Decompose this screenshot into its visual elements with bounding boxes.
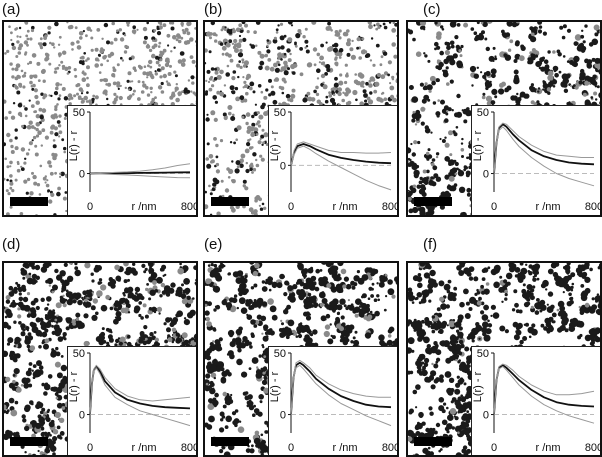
- lower-envelope-curve: [89, 367, 191, 427]
- ripley-l-inset: 0 50 L(r) - r 0 800 r /nm: [67, 105, 198, 215]
- x-tick-label: 0: [288, 201, 294, 213]
- l-function-curve: [290, 143, 392, 166]
- y-tick-label: 0: [483, 410, 489, 422]
- scale-bar: [10, 437, 48, 446]
- l-function-curve: [290, 361, 392, 415]
- upper-envelope-curve: [89, 364, 191, 415]
- upper-envelope-curve: [493, 122, 594, 174]
- y-tick-label: 0: [280, 160, 286, 172]
- inset-chart-svg: 0 50 L(r) - r 0 800 r /nm: [68, 107, 198, 213]
- upper-envelope-curve: [290, 359, 391, 415]
- x-tick-label: 800: [585, 442, 602, 454]
- panel-label: (b): [204, 1, 223, 18]
- x-tick-label: 0: [288, 442, 294, 454]
- ripley-l-inset: 0 50 L(r) - r 0 800 r /nm: [471, 105, 602, 215]
- y-axis-label: L(r) - r: [472, 130, 484, 161]
- l-function-curve: [89, 365, 191, 415]
- inset-chart-svg: 0 50 L(r) - r 0 800 r /nm: [472, 107, 602, 213]
- lower-envelope-curve: [493, 366, 595, 424]
- ripley-l-inset: 0 50 L(r) - r 0 800 r /nm: [268, 105, 399, 215]
- y-tick-label: 0: [79, 410, 85, 422]
- y-tick-label: 50: [274, 348, 286, 360]
- y-tick-label: 50: [274, 107, 286, 119]
- y-axis-label: L(r) - r: [68, 371, 80, 402]
- y-tick-label: 0: [79, 169, 85, 181]
- lower-envelope-curve: [290, 364, 392, 427]
- x-axis-label: r /nm: [131, 442, 156, 454]
- y-axis-label: L(r) - r: [269, 130, 281, 161]
- x-tick-label: 0: [87, 442, 93, 454]
- scale-bar: [211, 197, 249, 206]
- inset-chart-svg: 0 50 L(r) - r 0 800 r /nm: [68, 348, 198, 454]
- upper-envelope-curve: [290, 141, 392, 166]
- panel-label: (c): [423, 1, 441, 18]
- scale-bar: [10, 197, 48, 206]
- panel-label: (d): [2, 236, 21, 253]
- y-tick-label: 50: [73, 107, 85, 119]
- micrograph-field: 0 50 L(r) - r 0 800 r /nm: [2, 261, 198, 457]
- ripley-l-inset: 0 50 L(r) - r 0 800 r /nm: [471, 346, 602, 455]
- y-tick-label: 50: [73, 348, 85, 360]
- inset-chart-svg: 0 50 L(r) - r 0 800 r /nm: [472, 348, 602, 454]
- ripley-l-inset: 0 50 L(r) - r 0 800 r /nm: [67, 346, 198, 455]
- y-tick-label: 50: [477, 107, 489, 119]
- micrograph-field: 0 50 L(r) - r 0 800 r /nm: [406, 261, 602, 457]
- lower-envelope-curve: [89, 173, 191, 179]
- inset-chart-svg: 0 50 L(r) - r 0 800 r /nm: [269, 348, 399, 454]
- y-tick-label: 0: [280, 410, 286, 422]
- micrograph-field: 0 50 L(r) - r 0 800 r /nm: [203, 261, 399, 457]
- y-axis-label: L(r) - r: [472, 371, 484, 402]
- x-axis-label: r /nm: [332, 201, 357, 213]
- x-tick-label: 0: [87, 201, 93, 213]
- micrograph-field: 0 50 L(r) - r 0 800 r /nm: [406, 20, 602, 217]
- lower-envelope-curve: [290, 145, 392, 191]
- micrograph-field: 0 50 L(r) - r 0 800 r /nm: [203, 20, 399, 217]
- y-axis-label: L(r) - r: [68, 130, 80, 161]
- panel-label: (e): [204, 236, 223, 253]
- scale-bar: [211, 437, 249, 446]
- upper-envelope-curve: [493, 363, 595, 415]
- x-axis-label: r /nm: [535, 201, 560, 213]
- scale-bar: [414, 437, 452, 446]
- x-tick-label: 0: [491, 442, 497, 454]
- y-tick-label: 50: [477, 348, 489, 360]
- upper-envelope-curve: [89, 163, 191, 174]
- x-tick-label: 800: [585, 201, 602, 213]
- x-tick-label: 800: [181, 201, 198, 213]
- y-tick-label: 0: [483, 169, 489, 181]
- panel-label: (f): [423, 236, 438, 253]
- micrograph-field: 0 50 L(r) - r 0 800 r /nm: [2, 20, 198, 217]
- x-axis-label: r /nm: [535, 442, 560, 454]
- x-tick-label: 800: [382, 201, 399, 213]
- x-tick-label: 800: [181, 442, 198, 454]
- x-tick-label: 800: [382, 442, 399, 454]
- x-tick-label: 0: [491, 201, 497, 213]
- ripley-l-inset: 0 50 L(r) - r 0 800 r /nm: [268, 346, 399, 455]
- x-axis-label: r /nm: [131, 201, 156, 213]
- lower-envelope-curve: [493, 126, 595, 187]
- x-axis-label: r /nm: [332, 442, 357, 454]
- scale-bar: [414, 197, 452, 206]
- panel-label: (a): [2, 1, 21, 18]
- y-axis-label: L(r) - r: [269, 371, 281, 402]
